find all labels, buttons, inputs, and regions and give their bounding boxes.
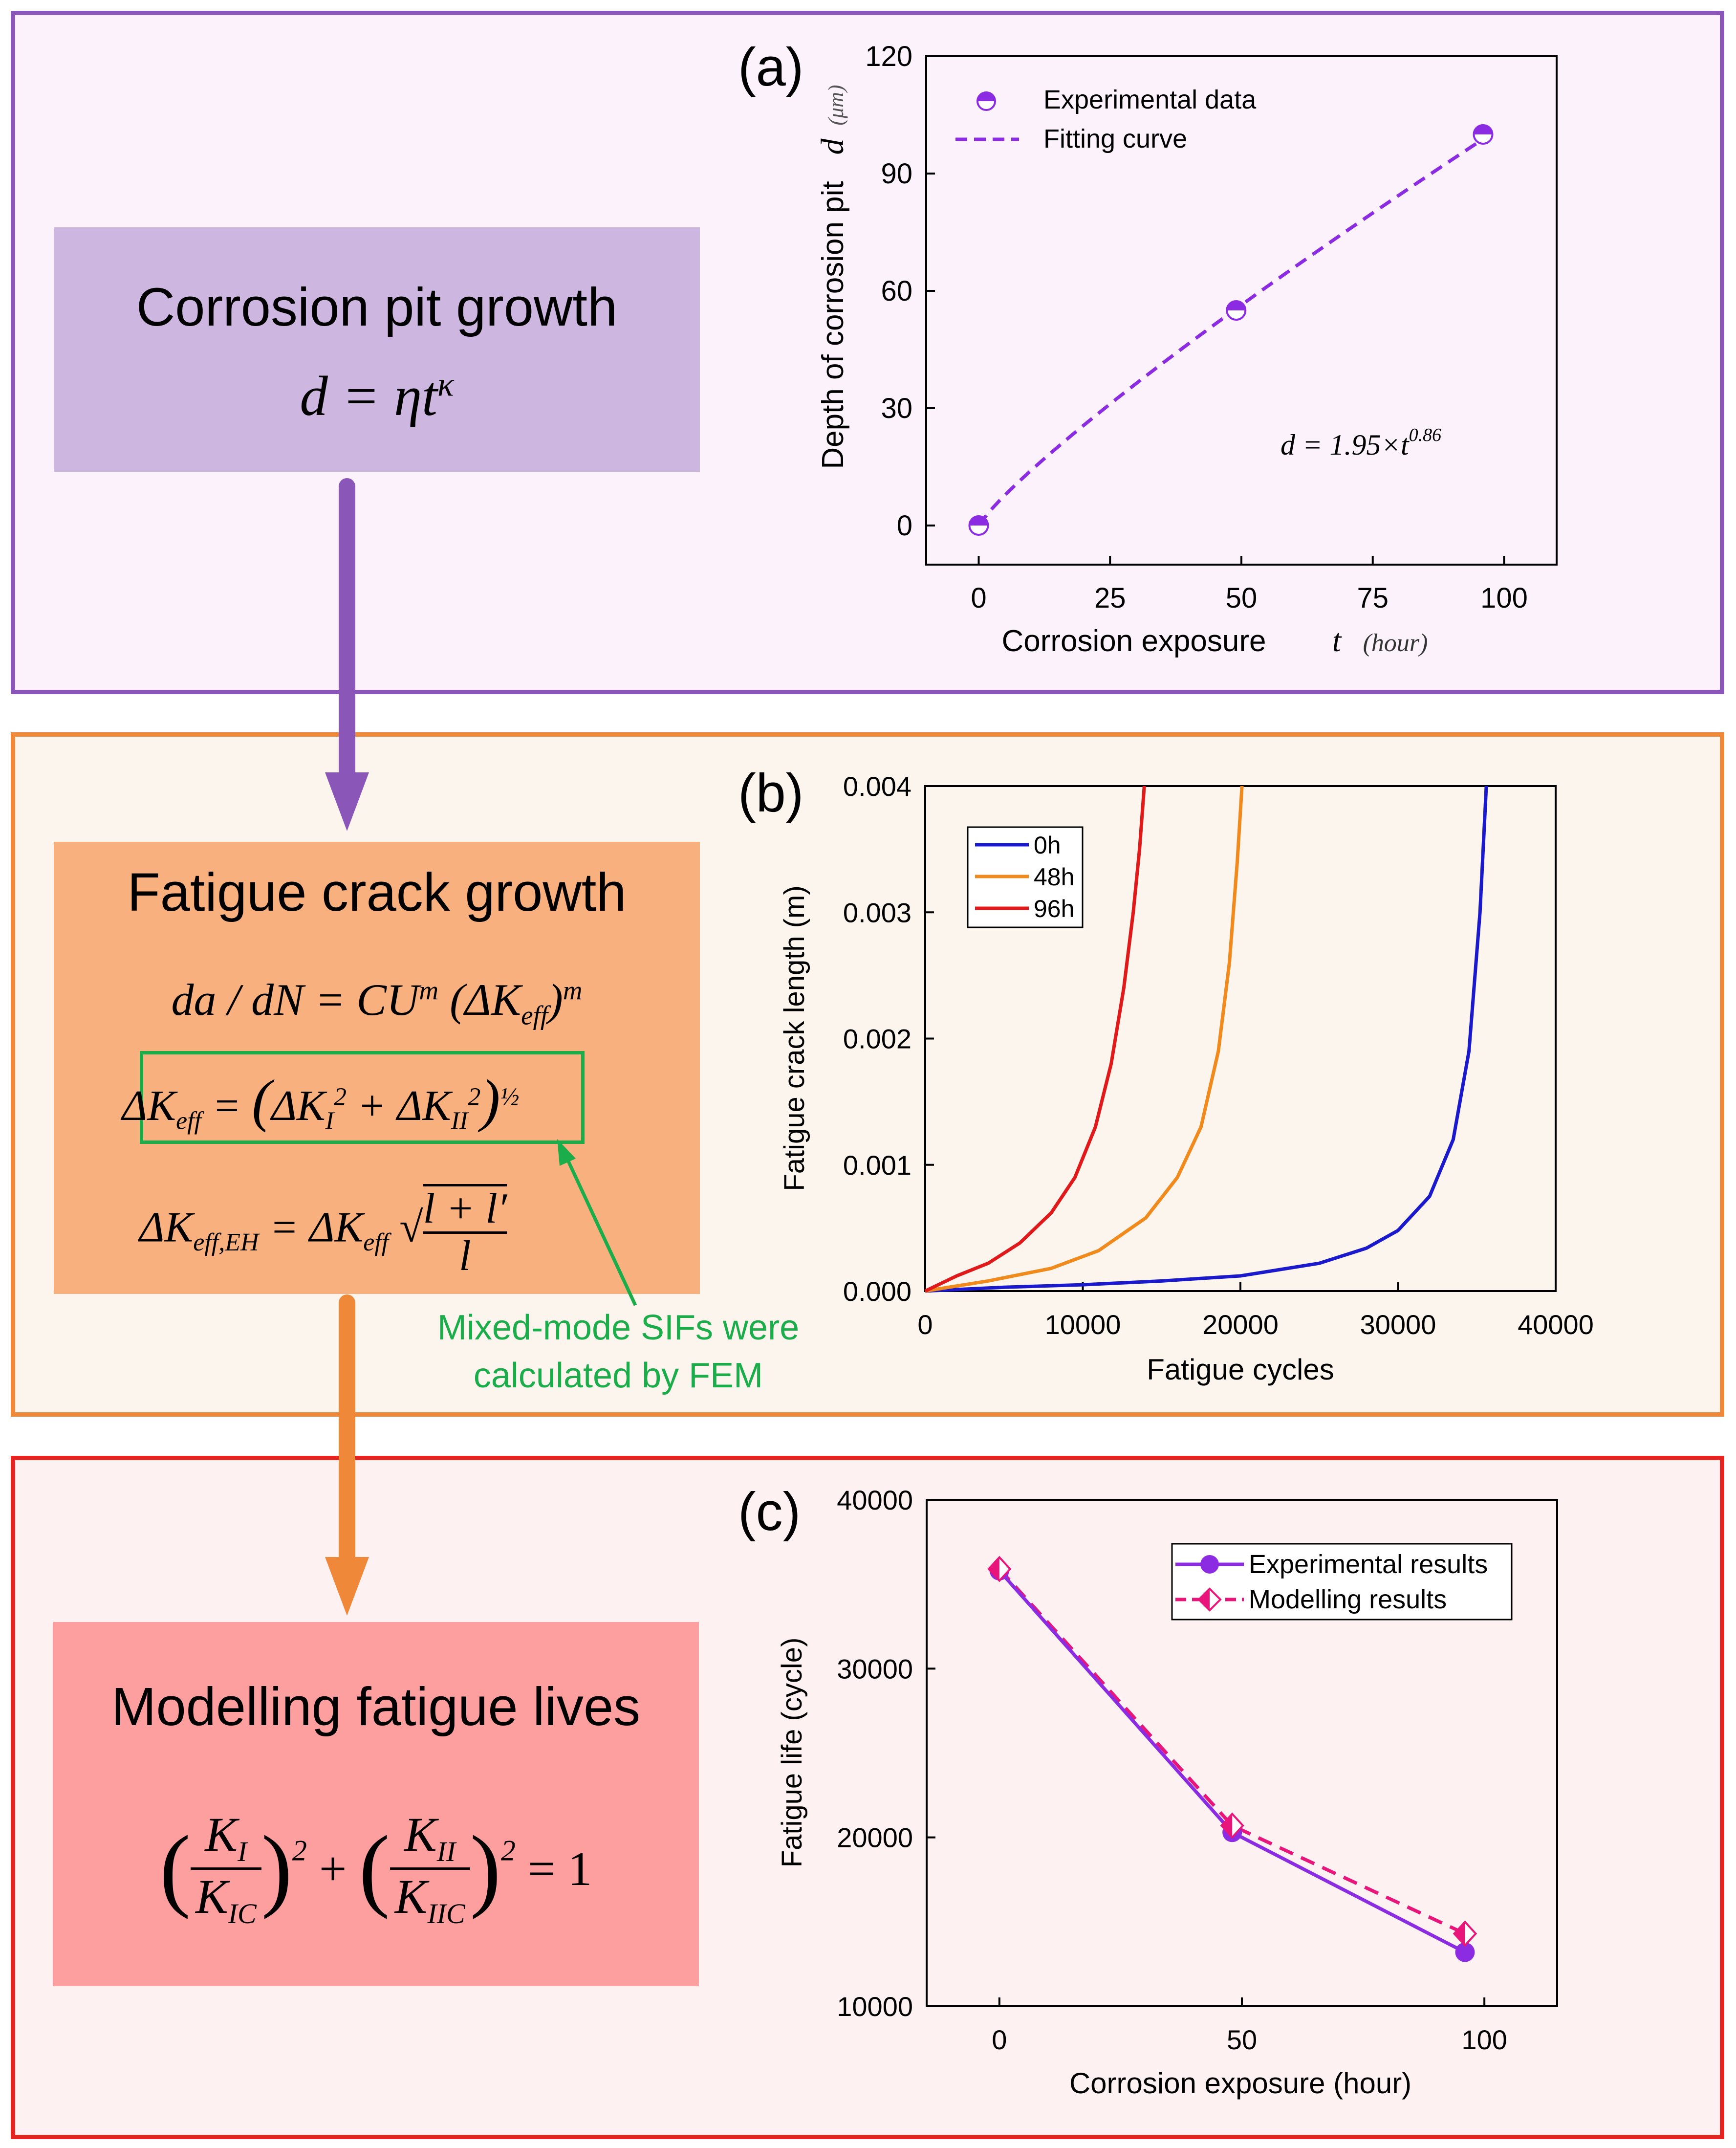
- arrow-a-to-b-head: [325, 772, 369, 831]
- chart-c-ytick-label: 20000: [837, 1822, 913, 1853]
- annotation-arrow-line: [564, 1155, 637, 1306]
- chart-a-xlabel-unit: (hour): [1363, 629, 1428, 657]
- chart-a-ytick-label: 30: [881, 393, 912, 424]
- chart-b-ytick-label: 0.001: [843, 1150, 911, 1181]
- chart-a-fitting-curve: [977, 137, 1484, 527]
- fatigue-lives-title: Modelling fatigue lives: [111, 1677, 641, 1737]
- chart-a-legend-experimental: Experimental data: [1043, 85, 1257, 114]
- chart-a-data-point-fill: [1474, 125, 1493, 134]
- chart-a-ytick-label: 90: [881, 158, 912, 190]
- chart-a-data-point-fill: [1227, 301, 1246, 310]
- panel-label-b: (b): [738, 763, 803, 823]
- chart-b-ytick-label: 0.002: [843, 1024, 911, 1054]
- chart-a: 0 25 50 75 100 0 30 60 90 120 Experimental data F…: [815, 41, 1558, 658]
- panel-label-c: (c): [738, 1482, 801, 1542]
- chart-b-ytick-label: 0.003: [843, 897, 911, 928]
- chart-c-modelling-point-fill: [988, 1557, 999, 1581]
- chart-a-xtick-label: 100: [1480, 582, 1528, 614]
- chart-b-xtick-label: 30000: [1360, 1309, 1436, 1340]
- chart-c: 0 50 100 10000 20000 30000 40000 Experimental …: [776, 1485, 1558, 2100]
- chart-c-xtick-label: 100: [1461, 2024, 1507, 2055]
- panel-label-a: (a): [738, 37, 803, 97]
- chart-b-xtick-label: 40000: [1518, 1309, 1594, 1340]
- chart-a-xtick-label: 75: [1357, 582, 1389, 614]
- delta-k-eff-equation: ΔKeff = (ΔKI2 + ΔKII2)½: [122, 1068, 520, 1135]
- chart-c-modelling-line: [998, 1568, 1466, 1935]
- chart-c-ytick-label: 40000: [837, 1485, 913, 1515]
- chart-c-experimental-line: [998, 1569, 1466, 1954]
- chart-b-series-96h: [924, 786, 1146, 1293]
- chart-c-legend: Experimental results Modelling results: [1171, 1543, 1513, 1621]
- annotation-line-1: Mixed-mode SIFs were: [437, 1308, 799, 1347]
- failure-criterion-equation: (KI KIC)2 + (KII KIIC)2 = 1: [159, 1807, 592, 1929]
- corrosion-pit-title: Corrosion pit growth: [136, 277, 618, 337]
- annotation-line-2: calculated by FEM: [474, 1356, 763, 1395]
- fatigue-crack-title: Fatigue crack growth: [127, 862, 627, 922]
- chart-a-xlabel-var: t: [1332, 623, 1342, 658]
- chart-c-legend-modelling-label: Modelling results: [1249, 1585, 1447, 1614]
- delta-k-eh-equation: ΔKeff,EH = ΔKeff √ l + l′ l: [139, 1184, 507, 1280]
- chart-a-ytick-label: 0: [897, 510, 912, 542]
- chart-b-series-0h: [925, 786, 1488, 1293]
- chart-c-legend-experimental-label: Experimental results: [1249, 1550, 1488, 1579]
- crack-growth-equation: da / dN = CUm (ΔKeff)m: [171, 975, 583, 1030]
- chart-c-xtick-label: 50: [1227, 2024, 1257, 2055]
- chart-a-ylabel-unit: (μm): [824, 85, 848, 125]
- corrosion-pit-box: Corrosion pit growth d = ηtκ: [54, 227, 700, 472]
- chart-c-xlabel: Corrosion exposure (hour): [1069, 2067, 1411, 2100]
- chart-b-xtick-label: 20000: [1202, 1309, 1279, 1340]
- chart-b-legend: 0h 48h 96h: [967, 826, 1084, 928]
- chart-a-xtick-label: 50: [1226, 582, 1258, 614]
- delta-k-eff-highlight-box: [140, 1051, 585, 1144]
- chart-b-xtick-label: 10000: [1045, 1309, 1121, 1340]
- chart-c-legend-experimental-marker: [1200, 1555, 1219, 1574]
- chart-c-ytick-label: 30000: [837, 1653, 913, 1684]
- chart-c-modelling-point-fill: [1454, 1922, 1465, 1946]
- corrosion-pit-equation: d = ηtκ: [300, 365, 454, 427]
- chart-c-modelling-point-fill: [1221, 1814, 1233, 1838]
- chart-c-legend-box: [1171, 1543, 1513, 1621]
- chart-b-legend-label-48h: 48h: [1034, 863, 1074, 891]
- chart-a-legend-marker-fill: [977, 92, 995, 101]
- chart-a-xtick-label: 25: [1094, 582, 1126, 614]
- chart-a-fit-annotation: d = 1.95×t0.86: [1280, 425, 1441, 461]
- chart-b-legend-label-96h: 96h: [1034, 895, 1074, 922]
- chart-b-ytick-label: 0.000: [843, 1276, 911, 1307]
- chart-c-experimental-point: [1455, 1942, 1475, 1962]
- chart-a-data-point-fill: [969, 516, 988, 526]
- chart-a-legend: Experimental data Fitting curve: [955, 85, 1257, 153]
- chart-c-xtick-label: 0: [992, 2024, 1007, 2055]
- chart-a-legend-fitting: Fitting curve: [1043, 124, 1187, 153]
- chart-b-xtick-label: 0: [917, 1309, 933, 1340]
- chart-b: 0 10000 20000 30000 40000 0.000 0.001 0.002 0.00…: [779, 771, 1594, 1386]
- chart-a-ylabel: Depth of corrosion pit: [816, 181, 850, 469]
- chart-b-legend-label-0h: 0h: [1034, 832, 1061, 859]
- chart-b-xlabel: Fatigue cycles: [1147, 1353, 1334, 1386]
- chart-a-xlabel: Corrosion exposure: [1001, 624, 1266, 658]
- arrow-b-to-c-head: [325, 1557, 369, 1616]
- chart-a-ylabel-var: d: [815, 138, 850, 155]
- fatigue-crack-box: Fatigue crack growth da / dN = CUm (ΔKef…: [54, 842, 700, 1294]
- chart-c-legend-modelling-marker-fill: [1199, 1589, 1210, 1610]
- annotation-arrow-head: [557, 1139, 576, 1166]
- chart-b-series-48h: [925, 786, 1244, 1293]
- chart-b-ylabel: Fatigue crack length (m): [779, 885, 810, 1191]
- chart-c-ytick-label: 10000: [837, 1991, 913, 2022]
- chart-a-xtick-label: 0: [971, 582, 986, 614]
- fatigue-lives-box: Modelling fatigue lives (KI KIC)2 + (KII K…: [53, 1622, 699, 1986]
- chart-a-ytick-label: 120: [865, 41, 912, 72]
- chart-b-ytick-label: 0.004: [843, 771, 911, 802]
- chart-a-ytick-label: 60: [881, 275, 912, 307]
- chart-c-ylabel: Fatigue life (cycle): [776, 1638, 808, 1868]
